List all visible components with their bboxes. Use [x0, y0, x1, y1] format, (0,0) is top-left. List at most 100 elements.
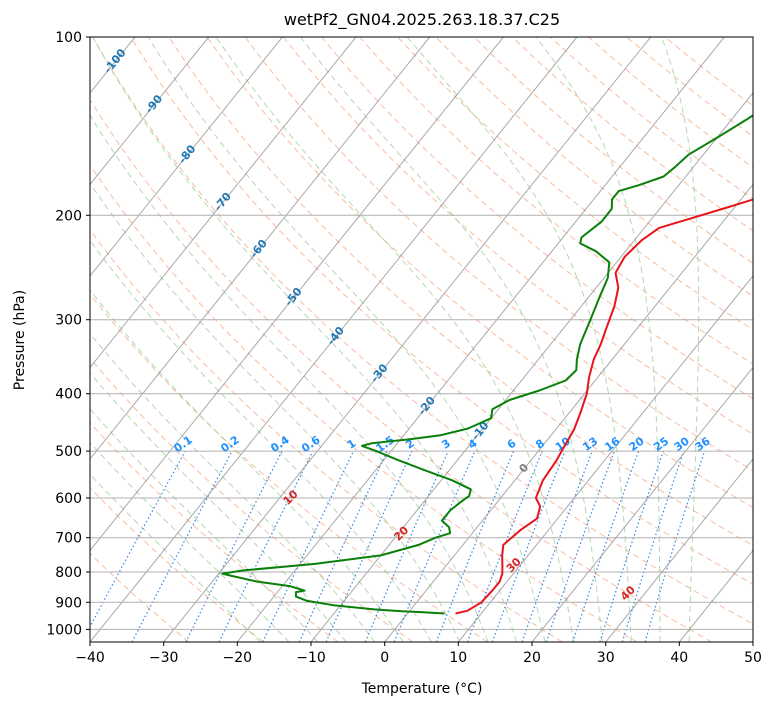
y-axis-label: Pressure (hPa): [12, 290, 28, 390]
line-annotations: 0.1 0.2 0.4 0.6 1 1.5 2 3 4 6 8 10 13 16 20 25 30 36-100-…: [101, 46, 713, 603]
mixing-ratio-line: [644, 450, 706, 642]
dry-adiabat: [90, 552, 190, 642]
isotherm-line: [384, 183, 753, 642]
dry-adiabat: [206, 37, 753, 509]
isotherm-line: [310, 92, 753, 642]
dry-adiabat: [664, 37, 753, 107]
dry-adiabat-label: 20: [391, 523, 411, 543]
dry-adiabat: [359, 37, 753, 365]
isotherm-line: [678, 549, 753, 642]
x-tick-label: 40: [670, 650, 688, 666]
x-axis-label: Temperature (°C): [361, 681, 483, 697]
moist-adiabat: [535, 37, 661, 642]
mixing-ratio-line: [545, 450, 615, 642]
isotherm-line: [0, 37, 61, 642]
isotherm-line: [90, 37, 357, 369]
mixing-ratio-label: 0.1: [171, 433, 194, 455]
isotherm-line: [457, 275, 753, 642]
y-axis-ticks: 100 200 300 400 500 600 700 800 900 1000: [46, 30, 90, 638]
profile-series: [221, 114, 753, 615]
isotherm-line: [752, 641, 753, 642]
mixing-ratio-line: [185, 450, 283, 642]
y-tick-label: 600: [55, 491, 82, 507]
isotherm-line: [90, 37, 504, 552]
y-tick-label: 800: [55, 565, 82, 581]
dry-adiabat: [90, 229, 563, 642]
x-tick-label: −20: [223, 650, 253, 666]
y-tick-label: 100: [55, 30, 82, 46]
x-tick-label: 0: [380, 650, 389, 666]
dry-adiabat: [435, 37, 753, 297]
mixing-ratio-line: [521, 450, 593, 642]
moist-adiabat: [90, 289, 404, 642]
x-tick-label: 50: [744, 650, 762, 666]
mixing-ratio-line: [131, 450, 233, 642]
dry-adiabat: [511, 37, 753, 232]
dry-adiabat: [321, 37, 753, 400]
x-axis-ticks: −40 −30 −20 −10 0 10 20 30 40 50: [75, 642, 762, 666]
background-lines: [0, 37, 753, 642]
dry-adiabat: [90, 293, 488, 642]
mixing-ratio-line: [621, 450, 685, 642]
mixing-ratio-line: [298, 450, 388, 642]
mixing-ratio-label: 0.6: [299, 433, 323, 455]
moist-adiabat: [90, 408, 319, 642]
temperature-profile-line: [455, 198, 753, 615]
y-tick-label: 900: [55, 595, 82, 611]
x-tick-label: 20: [523, 650, 541, 666]
isotherm-line: [90, 37, 578, 642]
mixing-ratio-line: [466, 450, 543, 642]
dry-adiabat: [130, 37, 753, 585]
y-tick-label: 400: [55, 387, 82, 403]
mixing-ratio-line: [218, 450, 314, 642]
pressure-grid: [90, 36, 753, 630]
isotherm-line: [236, 37, 725, 642]
plot-frame: [89, 36, 754, 643]
mixing-ratio-line: [262, 450, 355, 642]
x-tick-label: 30: [597, 650, 615, 666]
isotherm-line: [90, 37, 210, 186]
moist-adiabat: [90, 473, 261, 642]
dry-adiabat: [588, 37, 753, 168]
dry-adiabat: [90, 357, 414, 642]
isotherm-line: [531, 366, 753, 642]
moist-adiabat: [147, 37, 546, 642]
moist-adiabat: [90, 441, 290, 642]
dry-adiabat: [92, 37, 753, 625]
dry-adiabat-label: 40: [618, 583, 638, 603]
mixing-ratio-label: 3: [439, 437, 453, 452]
y-tick-label: 700: [55, 531, 82, 547]
dry-adiabat: [90, 98, 712, 642]
moist-adiabat: [90, 239, 432, 642]
x-tick-label: −40: [75, 650, 105, 666]
isotherm-line: [163, 37, 652, 642]
dry-adiabat: [473, 37, 753, 264]
moist-adiabat: [215, 37, 575, 642]
moist-adiabat: [661, 37, 700, 642]
y-tick-label: 500: [55, 444, 82, 460]
mixing-ratio-line: [90, 450, 186, 628]
moist-adiabat: [300, 37, 603, 642]
y-tick-label: 300: [55, 313, 82, 329]
mixing-ratio-line: [435, 450, 515, 642]
mixing-ratio-label: 6: [505, 437, 519, 452]
mixing-ratio-line: [599, 450, 664, 642]
mixing-ratio-line: [572, 450, 640, 642]
isotherm-line: [605, 458, 753, 642]
mixing-ratio-label: 8: [533, 437, 547, 452]
y-tick-label: 200: [55, 208, 82, 224]
isotherm-line: [90, 37, 283, 277]
dry-adiabat: [397, 37, 753, 331]
dewpoint-profile-line: [221, 114, 753, 615]
dry-adiabat: [90, 422, 339, 642]
moist-adiabat: [92, 37, 517, 642]
mixing-ratio-line: [325, 450, 413, 642]
mixing-ratio-line: [491, 450, 566, 642]
mixing-ratio-line: [364, 450, 449, 642]
isotherm-line: [90, 37, 431, 460]
moist-adiabat: [406, 37, 632, 642]
moist-adiabat: [90, 332, 376, 642]
moist-adiabat: [90, 114, 489, 642]
x-tick-label: 10: [449, 650, 467, 666]
